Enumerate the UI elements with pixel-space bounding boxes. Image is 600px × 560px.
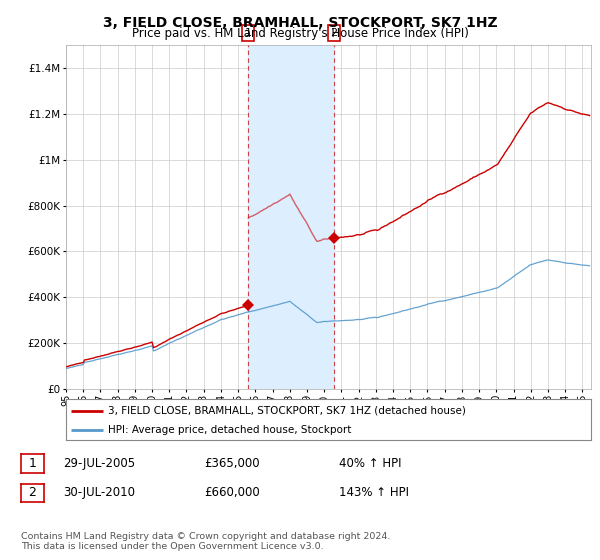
Text: 1: 1 bbox=[244, 28, 251, 38]
Text: Price paid vs. HM Land Registry's House Price Index (HPI): Price paid vs. HM Land Registry's House … bbox=[131, 27, 469, 40]
Text: 3, FIELD CLOSE, BRAMHALL, STOCKPORT, SK7 1HZ: 3, FIELD CLOSE, BRAMHALL, STOCKPORT, SK7… bbox=[103, 16, 497, 30]
Bar bbox=[248, 45, 334, 389]
Text: 29-JUL-2005: 29-JUL-2005 bbox=[63, 457, 135, 470]
Text: £660,000: £660,000 bbox=[204, 486, 260, 500]
Text: 30-JUL-2010: 30-JUL-2010 bbox=[63, 486, 135, 500]
Text: 2: 2 bbox=[28, 486, 37, 500]
Text: £365,000: £365,000 bbox=[204, 457, 260, 470]
Text: HPI: Average price, detached house, Stockport: HPI: Average price, detached house, Stoc… bbox=[108, 424, 352, 435]
Text: 143% ↑ HPI: 143% ↑ HPI bbox=[339, 486, 409, 500]
Text: 3, FIELD CLOSE, BRAMHALL, STOCKPORT, SK7 1HZ (detached house): 3, FIELD CLOSE, BRAMHALL, STOCKPORT, SK7… bbox=[108, 405, 466, 416]
Text: 2: 2 bbox=[331, 28, 338, 38]
Text: Contains HM Land Registry data © Crown copyright and database right 2024.
This d: Contains HM Land Registry data © Crown c… bbox=[21, 532, 391, 552]
Text: 40% ↑ HPI: 40% ↑ HPI bbox=[339, 457, 401, 470]
Text: 1: 1 bbox=[28, 457, 37, 470]
